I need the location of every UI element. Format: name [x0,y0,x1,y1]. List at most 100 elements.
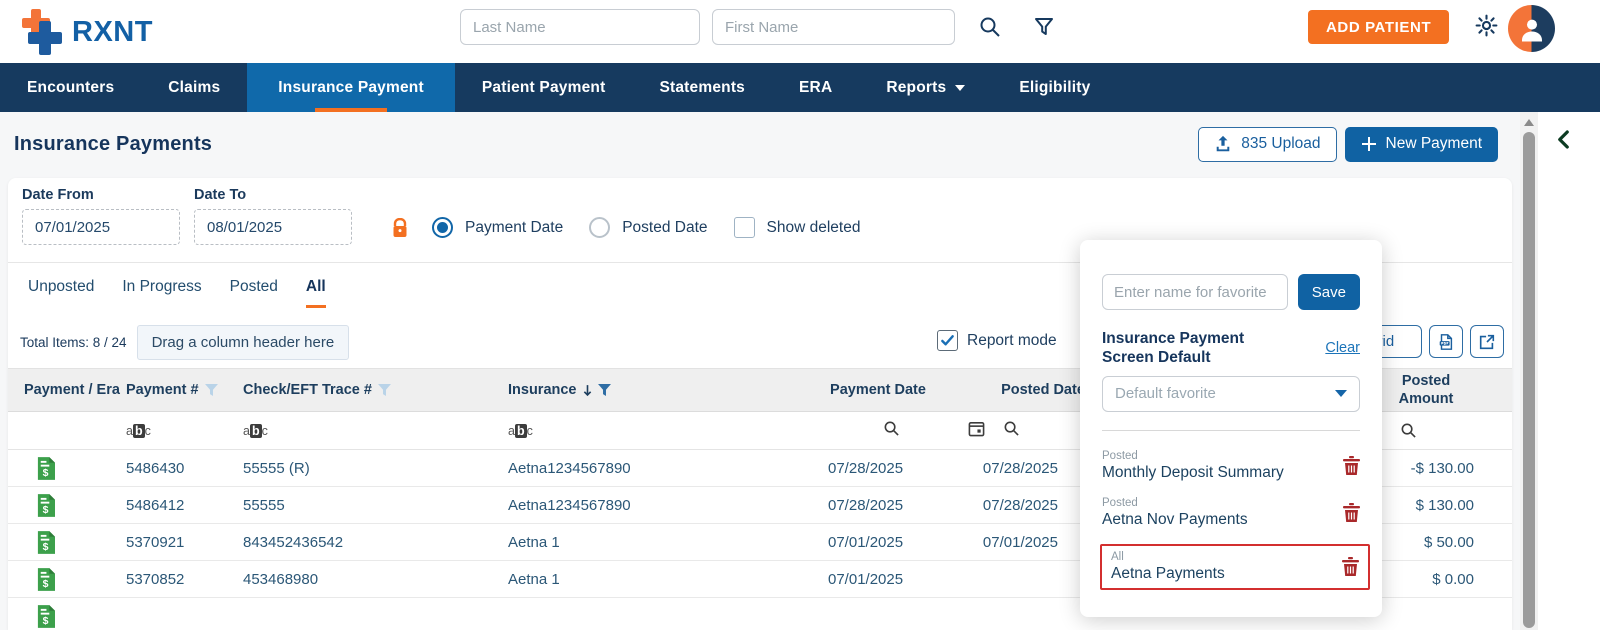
main-nav: Encounters Claims Insurance Payment Pati… [0,63,1600,112]
date-to-input[interactable] [194,209,352,245]
top-header: RXNT ADD PATIENT [0,0,1600,63]
first-name-input[interactable] [712,9,955,45]
svg-text:$: $ [43,616,49,627]
default-favorite-select[interactable]: Default favorite [1102,375,1360,412]
nav-item-claims[interactable]: Claims [168,78,221,96]
nav-item-statements[interactable]: Statements [659,78,746,96]
page-header: Insurance Payments 835 Upload New Paymen… [0,118,1512,170]
rxnt-cross-icon [22,9,64,55]
group-by-drop-zone[interactable]: Drag a column header here [136,324,350,360]
tab-posted[interactable]: Posted [229,278,278,295]
payment-document-icon: $ [37,604,55,628]
search-filter-icon[interactable] [883,420,900,437]
svg-text:$: $ [43,579,49,590]
default-favorite-title: Insurance Payment Screen Default [1102,330,1245,367]
scrollbar-thumb[interactable] [1523,132,1535,628]
tab-all[interactable]: All [305,278,326,308]
nav-item-eligibility[interactable]: Eligibility [1019,78,1091,96]
delete-favorite-trash-icon[interactable] [1343,503,1360,523]
export-share-button[interactable] [1470,325,1504,358]
show-deleted-label: Show deleted [766,218,861,236]
search-filter-icon[interactable] [1003,420,1020,437]
nav-item-patient-payment[interactable]: Patient Payment [481,78,606,96]
column-header-payment-era[interactable]: Payment / Era [24,381,120,398]
date-to-label: Date To [194,187,247,203]
collapse-panel-button[interactable] [1556,130,1578,152]
favorite-name-input[interactable] [1102,274,1288,310]
nav-item-insurance-payment[interactable]: Insurance Payment [247,63,455,112]
posted-date-radio[interactable] [589,217,611,238]
payment-date-radio[interactable] [432,217,453,238]
new-payment-button[interactable]: New Payment [1344,126,1498,162]
tab-unposted[interactable]: Unposted [28,278,95,295]
scroll-up-arrow-icon[interactable] [1524,119,1534,126]
table-row[interactable]: $ 5370852 453468980 Aetna 1 07/01/2025 $… [8,561,1512,598]
tab-in-progress[interactable]: In Progress [122,278,202,295]
rxnt-logo[interactable]: RXNT [22,8,182,56]
favorite-item-selected[interactable]: All Aetna Payments [1100,543,1370,590]
svg-text:$: $ [43,468,49,479]
pdf-icon [1439,333,1453,350]
column-header-payment-date[interactable]: Payment Date [830,381,926,398]
status-tabs: Unposted In Progress Posted All [8,263,1512,308]
save-favorite-button[interactable]: Save [1297,274,1360,310]
column-header-insurance[interactable]: Insurance [508,381,828,399]
column-header-check-trace[interactable]: Check/EFT Trace # [243,381,508,399]
user-avatar[interactable] [1508,5,1555,52]
column-header-posted-amount[interactable]: Posted Amount [1398,372,1454,407]
chevron-left-icon [1558,130,1569,149]
check-icon [941,335,954,346]
delete-favorite-trash-icon[interactable] [1342,557,1359,577]
column-filter-icon[interactable] [597,384,611,396]
page-title: Insurance Payments [14,132,213,155]
add-patient-button[interactable]: ADD PATIENT [1308,10,1450,44]
favorites-popup: Save Insurance Payment Screen Default Cl… [1080,240,1382,617]
plus-icon [1361,137,1376,151]
nav-item-reports[interactable]: Reports [859,63,992,112]
payment-document-icon: $ [37,567,55,591]
search-filter-icon[interactable] [1400,422,1417,439]
nav-item-encounters[interactable]: Encounters [27,78,115,96]
report-mode-checkbox[interactable] [937,330,958,351]
favorite-item[interactable]: Posted Monthly Deposit Summary [1102,450,1360,482]
last-name-input[interactable] [460,9,700,45]
payments-table: Payment / Era Payment # Check/EFT Trace … [8,368,1512,630]
clear-default-link[interactable]: Clear [1325,340,1360,357]
export-icon [1479,334,1495,349]
table-row[interactable]: $ 5370921 843452436542 Aetna 1 07/01/202… [8,524,1512,561]
table-row[interactable]: $ 5486412 55555 Aetna1234567890 07/28/20… [8,487,1512,524]
search-icon[interactable] [978,15,1002,39]
payment-date-radio-label: Payment Date [465,218,564,236]
divider [1102,429,1360,431]
show-deleted-checkbox[interactable] [733,217,755,238]
nav-item-era[interactable]: ERA [799,78,833,96]
svg-text:$: $ [43,505,49,516]
filter-icon[interactable] [1032,15,1056,39]
delete-favorite-trash-icon[interactable] [1343,456,1360,476]
export-pdf-button[interactable] [1429,325,1463,358]
table-row[interactable]: $ 5486430 55555 (R) Aetna1234567890 07/2… [8,450,1512,487]
column-filter-icon[interactable] [204,384,218,396]
report-mode-label: Report mode [967,331,1057,349]
column-filter-icon[interactable] [377,384,391,396]
date-from-input[interactable] [22,209,180,245]
payment-document-icon: $ [37,493,55,517]
table-row[interactable]: $ [8,598,1512,630]
chevron-down-icon [955,84,966,91]
date-from-label: Date From [22,187,94,203]
835-upload-button[interactable]: 835 Upload [1198,126,1337,162]
favorite-item[interactable]: Posted Aetna Nov Payments [1102,497,1360,529]
payment-document-icon: $ [37,456,55,480]
calendar-icon[interactable] [968,420,985,437]
chevron-down-icon [1335,390,1347,398]
sort-descending-icon [583,384,591,396]
vertical-scrollbar[interactable] [1520,112,1538,630]
column-header-posted-date[interactable]: Posted Date [1001,381,1085,398]
column-header-payment-no[interactable]: Payment # [126,381,243,399]
gear-icon[interactable] [1474,13,1499,38]
